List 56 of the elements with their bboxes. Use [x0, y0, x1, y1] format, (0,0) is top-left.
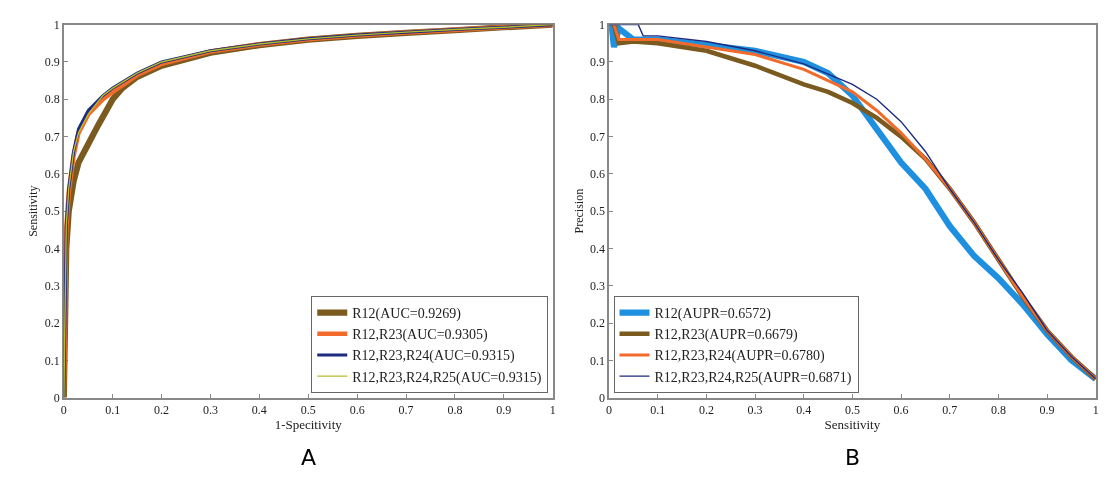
x-tick-label: 0.2	[698, 402, 714, 417]
text: A	[301, 445, 317, 470]
x-tick-label: 0.5	[300, 402, 316, 417]
x-tick-label: 0.5	[844, 402, 860, 417]
legend-label: R12(AUC=0.9269)	[352, 306, 462, 323]
y-tick-label: 0.1	[44, 353, 60, 368]
y-tick-label: 0.5	[589, 204, 605, 219]
x-tick-label: 0.1	[105, 402, 121, 417]
legend-label: R12,R23,R24,R25(AUC=0.9315)	[352, 369, 542, 386]
x-tick-label: 0.6	[349, 402, 365, 417]
y-tick-label: 0.4	[44, 241, 60, 256]
x-tick-label: 0.3	[747, 402, 763, 417]
legend-label: R12(AUPR=0.6572)	[654, 306, 772, 323]
x-tick-label: 0.8	[447, 402, 463, 417]
y-tick-label: 0.7	[589, 129, 605, 144]
y-tick-label: 0.2	[589, 316, 605, 331]
legend-label: R12,R23,R24,R25(AUPR=0.6871)	[654, 369, 852, 386]
x-tick-label: 0.7	[942, 402, 958, 417]
x-tick-label: 0.8	[990, 402, 1006, 417]
y-tick-label: 0.9	[589, 55, 605, 70]
y-tick-label: 0.3	[44, 278, 60, 293]
y-tick-label: 0.3	[589, 278, 605, 293]
y-tick-label: 0	[598, 390, 605, 405]
y-tick-label: 1	[53, 17, 60, 32]
y-tick-label: 0.8	[589, 92, 605, 107]
y-axis-title: Sensitivity	[26, 185, 41, 237]
x-tick-label: 0.3	[202, 402, 218, 417]
legend-label: R12,R23,R24(AUPR=0.6780)	[654, 348, 825, 365]
x-tick-label: 0.6	[893, 402, 909, 417]
text: B	[845, 445, 861, 470]
x-tick-label: 0.9	[496, 402, 512, 417]
x-tick-label: 0.2	[154, 402, 170, 417]
x-axis-title: Sensitivity	[824, 416, 881, 432]
y-tick-label: 0.4	[589, 241, 605, 256]
x-axis-title: 1-Specitivity	[274, 416, 343, 432]
legend-label: R12,R23,R24(AUC=0.9315)	[352, 348, 515, 365]
y-tick-label: 0	[53, 390, 60, 405]
y-tick-label: 0.9	[44, 55, 60, 70]
legend-label: R12,R23(AUPR=0.6679)	[654, 327, 799, 344]
x-tick-label: 0.4	[251, 402, 267, 417]
y-tick-label: 0.7	[44, 129, 60, 144]
legend-label: R12,R23(AUC=0.9305)	[352, 327, 489, 344]
y-tick-label: 0.6	[44, 167, 60, 182]
y-tick-label: 0.2	[44, 316, 60, 331]
y-tick-label: 0.8	[44, 92, 60, 107]
x-tick-label: 0.4	[796, 402, 812, 417]
y-axis-title: Precision	[571, 188, 586, 234]
y-tick-label: 0.1	[589, 353, 605, 368]
y-tick-label: 0.6	[589, 167, 605, 182]
y-tick-label: 1	[598, 17, 605, 32]
x-tick-label: 0.7	[398, 402, 414, 417]
x-tick-label: 0.9	[1039, 402, 1055, 417]
x-tick-label: 1	[549, 402, 556, 417]
x-tick-label: 0.1	[650, 402, 666, 417]
y-tick-label: 0.5	[44, 204, 60, 219]
x-tick-label: 1	[1092, 402, 1099, 417]
